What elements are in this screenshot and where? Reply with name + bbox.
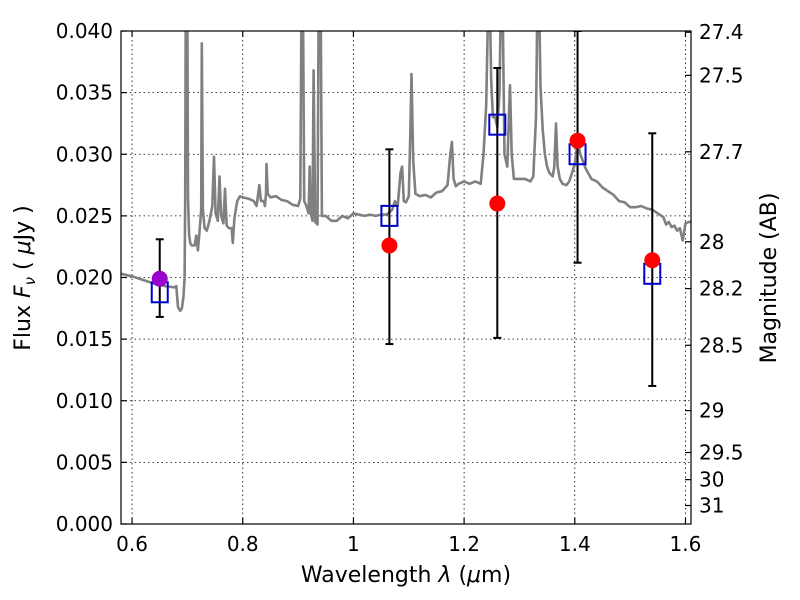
y-tick-label: 0.010 — [56, 389, 113, 413]
x-tick-label: 1.4 — [559, 532, 591, 556]
x-tick-label: 0.6 — [116, 532, 148, 556]
x-tick-label: 1 — [347, 532, 360, 556]
y2-tick-label: 31 — [699, 494, 724, 518]
x-axis: 0.6 0.8 1 1.2 1.4 1.6 — [116, 31, 701, 556]
observed-point — [151, 270, 168, 287]
y2-tick-label: 27.4 — [699, 20, 744, 44]
y-tick-label: 0.005 — [56, 450, 113, 474]
y2-axis-label: Magnitude (AB) — [757, 193, 782, 364]
y-tick-label: 0.035 — [56, 81, 113, 105]
error-bars — [155, 31, 657, 387]
y-axis-left: 0.000 0.005 0.010 0.015 0.020 0.025 0.030 0.035… — [56, 19, 127, 536]
spectrum-line — [121, 31, 691, 313]
grid-lines — [121, 30, 691, 525]
y-tick-label: 0.020 — [56, 266, 113, 290]
observed-point — [381, 237, 398, 254]
observed-point — [644, 252, 661, 269]
y2-tick-label: 30 — [699, 468, 724, 492]
x-tick-label: 0.8 — [227, 532, 259, 556]
observed-point — [489, 195, 506, 212]
y-axis-label: Flux Fν ( μJy ) — [11, 205, 39, 350]
y-tick-label: 0.015 — [56, 327, 113, 351]
y2-tick-label: 27.7 — [699, 140, 744, 164]
x-axis-label: Wavelength λ (μm) — [301, 563, 511, 588]
x-tick-label: 1.2 — [448, 532, 480, 556]
y2-tick-label: 29.5 — [699, 441, 744, 465]
y-tick-label: 0.000 — [56, 512, 113, 536]
y2-tick-label: 28.2 — [699, 277, 744, 301]
observed-point — [569, 132, 586, 149]
model-square-point — [380, 204, 399, 227]
plot-area — [121, 31, 691, 387]
x-tick-label: 1.6 — [670, 532, 702, 556]
y2-tick-label: 27.5 — [699, 63, 744, 87]
y-tick-label: 0.025 — [56, 204, 113, 228]
y-tick-label: 0.030 — [56, 142, 113, 166]
y2-tick-label: 28.5 — [699, 333, 744, 357]
y-tick-label: 0.040 — [56, 19, 113, 43]
y2-tick-label: 29 — [699, 399, 724, 423]
y2-tick-label: 28 — [699, 230, 724, 254]
model-square-point — [488, 113, 507, 136]
